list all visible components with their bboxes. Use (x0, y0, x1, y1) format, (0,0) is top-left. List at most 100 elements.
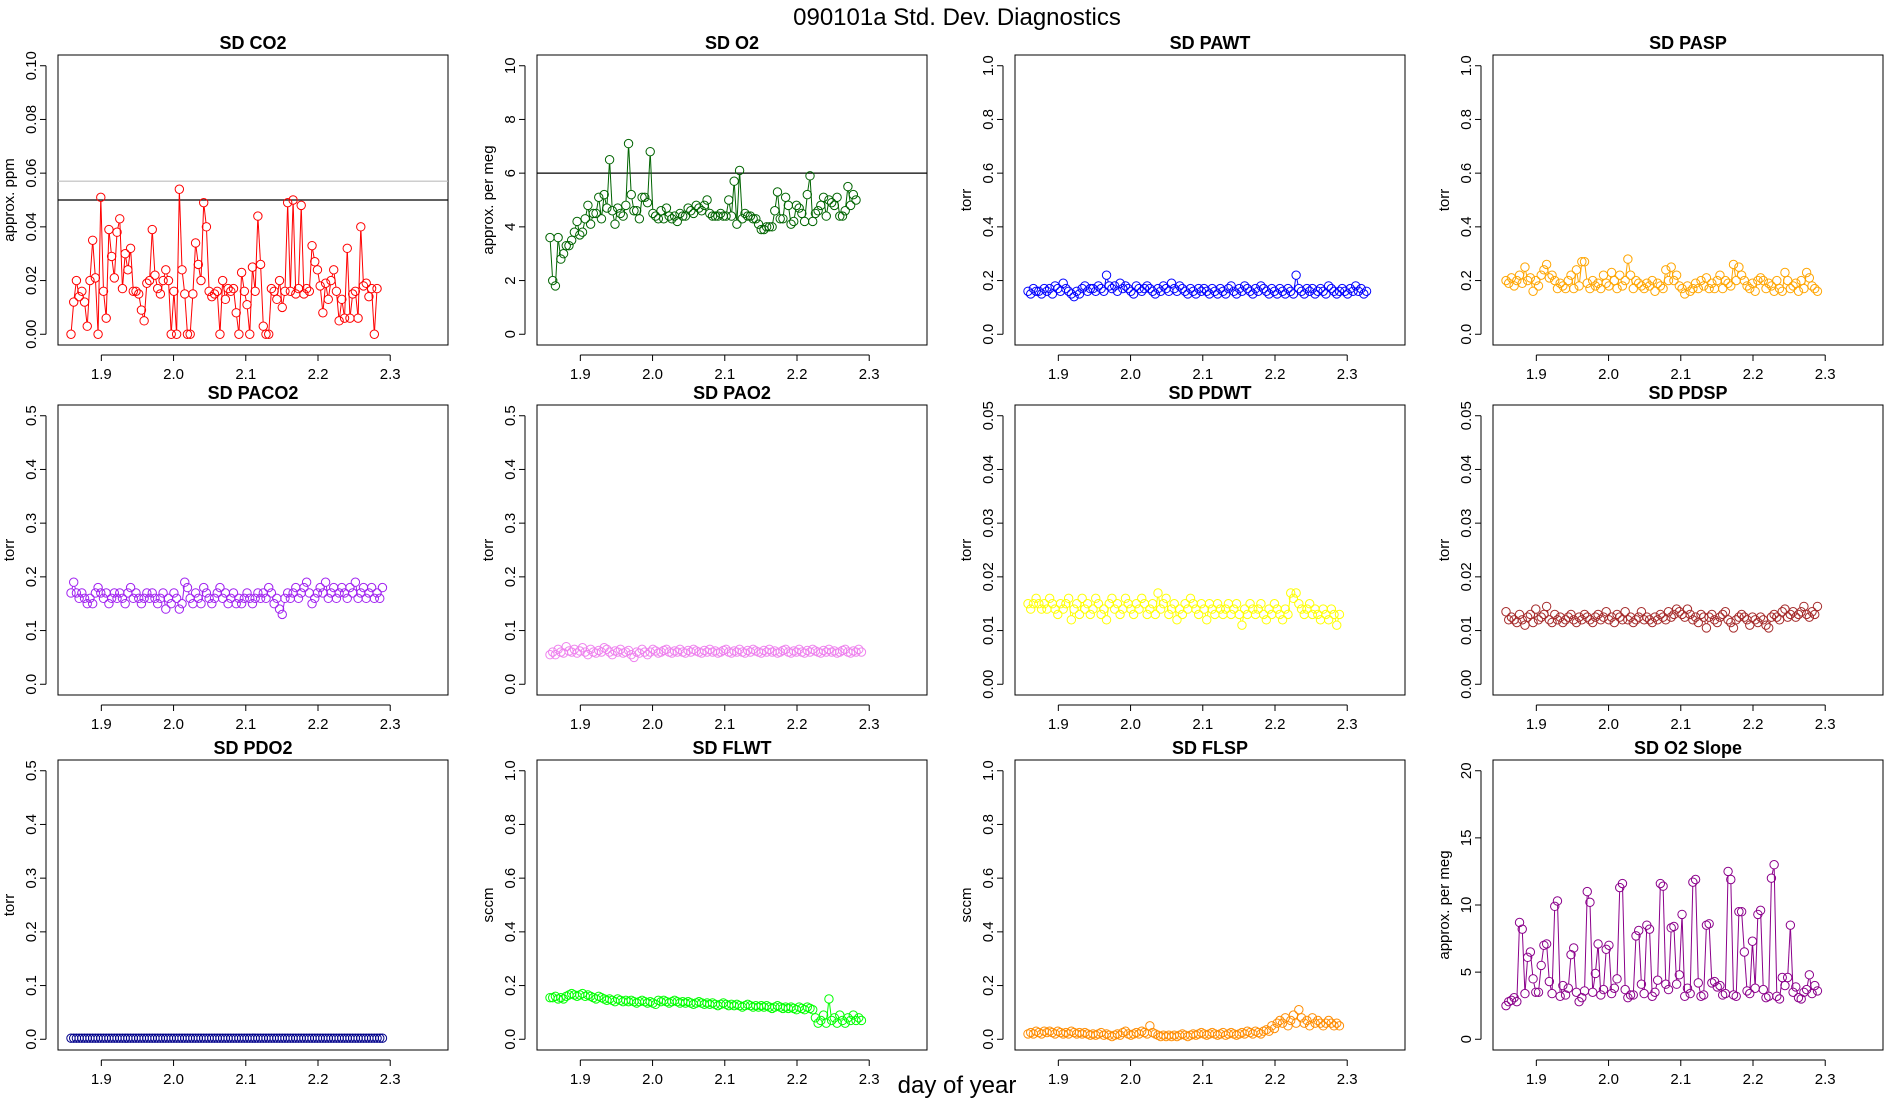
y-tick-label: 0.8 (980, 814, 997, 835)
data-point (1072, 599, 1082, 609)
y-tick-label: 4 (502, 223, 519, 231)
data-point (1674, 970, 1685, 980)
data-point (326, 588, 336, 598)
data-point (1342, 289, 1353, 299)
data-point (1093, 281, 1104, 291)
data-point (794, 203, 804, 213)
data-point (66, 329, 76, 339)
data-point (79, 593, 90, 604)
data-point (1191, 604, 1201, 614)
data-point (1617, 281, 1628, 291)
series-segment (1668, 931, 1672, 986)
y-tick-label: 0.3 (23, 513, 40, 534)
y-axis-label: torr (958, 189, 975, 212)
y-axis-label: torr (1, 894, 18, 917)
data-point (1528, 617, 1538, 628)
series-segment (151, 233, 156, 272)
x-tick-label: 2.0 (642, 366, 663, 383)
series-segment (268, 292, 272, 331)
data-point (1777, 607, 1787, 617)
data-point (1147, 599, 1158, 609)
data-point (1688, 615, 1698, 625)
data-point (840, 1018, 850, 1028)
data-point (640, 647, 650, 657)
data-point (1582, 886, 1592, 897)
data-point (1522, 952, 1533, 963)
series-segment (246, 308, 250, 331)
data-point (829, 646, 840, 656)
data-point (1080, 604, 1090, 614)
data-point (569, 227, 580, 237)
data-point (1304, 599, 1315, 609)
data-point (109, 588, 120, 598)
series-segment (1589, 906, 1594, 989)
data-point (1039, 599, 1049, 609)
data-point (1506, 995, 1517, 1006)
data-point (1267, 609, 1277, 620)
data-point (312, 265, 323, 275)
data-point (1150, 289, 1160, 299)
series-segment (1296, 279, 1299, 285)
y-axis-label: torr (480, 539, 497, 562)
data-point (1709, 283, 1720, 294)
data-point (1563, 983, 1573, 993)
data-point (1688, 283, 1698, 294)
plot-frame (57, 404, 449, 696)
y-tick-label: 0 (1458, 1035, 1475, 1043)
data-point (296, 588, 306, 598)
data-point (1696, 609, 1706, 620)
data-point (1315, 1018, 1326, 1028)
data-point (329, 265, 339, 275)
data-point (93, 329, 103, 339)
data-point (1291, 270, 1301, 280)
series-segment (241, 276, 245, 288)
data-point (1774, 283, 1785, 294)
y-tick-label: 0.0 (502, 1029, 519, 1050)
data-point (1723, 278, 1733, 288)
y-axis-label: torr (1436, 189, 1453, 212)
data-point (1563, 275, 1573, 286)
y-tick-label: 0.4 (23, 459, 40, 480)
data-point (832, 192, 842, 203)
data-point (82, 599, 92, 609)
data-point (1620, 607, 1630, 617)
series-segment (238, 276, 242, 331)
data-point (1782, 275, 1793, 286)
series-segment (788, 209, 791, 221)
data-point (315, 281, 325, 291)
y-tick-label: 0.08 (23, 105, 40, 134)
data-point (1755, 273, 1766, 283)
series-segment (300, 209, 305, 290)
data-point (1520, 988, 1530, 999)
data-point (1137, 593, 1147, 604)
data-point (1318, 286, 1328, 296)
y-tick-label: 15 (1458, 830, 1475, 847)
series-segment (649, 155, 654, 210)
data-point (764, 644, 775, 655)
data-point (1304, 1021, 1315, 1031)
data-point (1628, 617, 1638, 628)
data-point (71, 588, 82, 598)
data-point (1036, 604, 1047, 614)
x-tick-label: 2.1 (1192, 1071, 1213, 1088)
data-point (261, 593, 271, 604)
data-point (1326, 604, 1337, 614)
x-tick-label: 1.9 (570, 366, 591, 383)
y-tick-label: 0.0 (980, 324, 997, 345)
panel-sd-pao2: SD PAO2 0.0 0.1 0.2 0.3 0.4 0.5 torr 1.9 2.0 2.1 2.… (480, 383, 928, 733)
data-point (193, 259, 203, 270)
data-point (1677, 909, 1687, 920)
data-point (1164, 609, 1174, 620)
data-point (545, 232, 555, 243)
y-tick-label: 0.8 (1458, 109, 1475, 130)
data-point (775, 214, 785, 224)
series-segment (249, 271, 253, 331)
data-point (1210, 609, 1220, 620)
data-point (764, 222, 775, 232)
data-point (1096, 283, 1106, 294)
x-tick-label: 2.2 (1265, 366, 1286, 383)
data-point (1509, 281, 1519, 291)
data-point (347, 289, 358, 299)
series-segment (807, 179, 810, 191)
data-point (1520, 620, 1530, 630)
